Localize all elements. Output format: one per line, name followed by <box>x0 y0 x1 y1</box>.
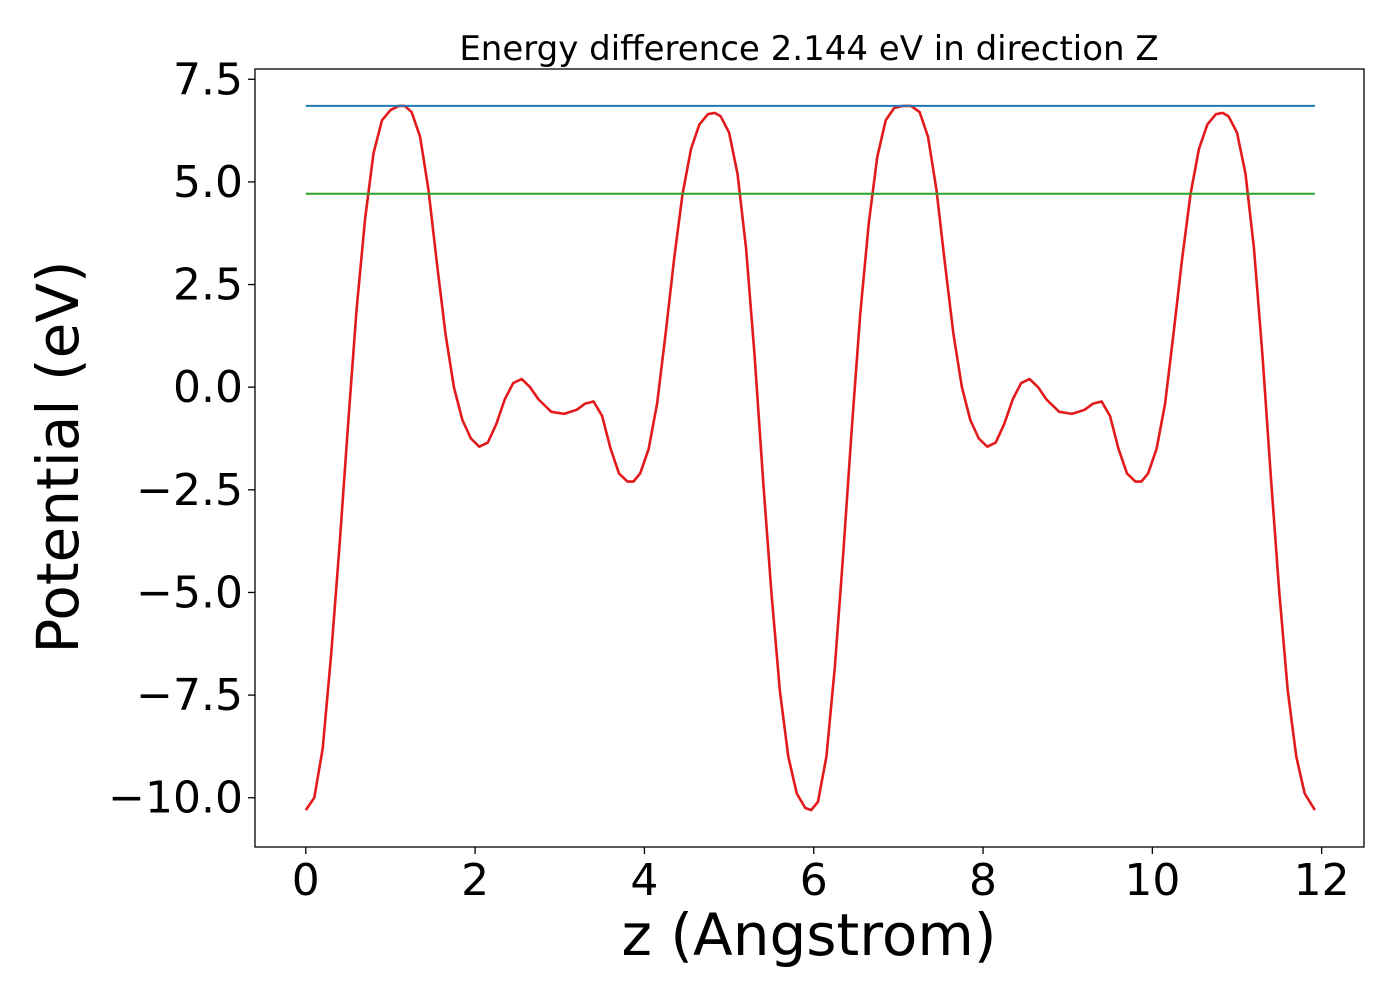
y-tick-label: −7.5 <box>136 670 243 721</box>
x-tick-label: 2 <box>461 855 489 906</box>
y-axis-label: Potential (eV) <box>24 260 92 653</box>
y-tick-label: 0.0 <box>173 362 243 413</box>
x-tick-label: 8 <box>969 855 997 906</box>
y-tick-label: 7.5 <box>173 54 243 105</box>
x-tick-label: 6 <box>800 855 828 906</box>
y-tick-label: −10.0 <box>108 773 243 824</box>
x-tick-label: 4 <box>630 855 658 906</box>
plot-frame <box>254 68 1365 848</box>
x-axis-ticks: 0 2 4 6 8 10 12 <box>292 847 1350 906</box>
chart-title: Energy difference 2.144 eV in direction … <box>459 29 1158 69</box>
y-tick-label: −5.0 <box>136 567 243 618</box>
series-layer <box>304 104 1317 812</box>
x-tick-label: 12 <box>1294 855 1350 906</box>
x-axis-label: z (Angstrom) <box>622 901 997 969</box>
series-line-potential <box>304 104 1317 812</box>
y-tick-label: −2.5 <box>136 465 243 516</box>
x-tick-label: 0 <box>292 855 320 906</box>
y-axis-ticks: −10.0 −7.5 −5.0 −2.5 0.0 2.5 5.0 7.5 <box>108 54 255 824</box>
y-tick-label: 5.0 <box>173 157 243 208</box>
y-tick-label: 2.5 <box>173 260 243 311</box>
x-tick-label: 10 <box>1124 855 1180 906</box>
